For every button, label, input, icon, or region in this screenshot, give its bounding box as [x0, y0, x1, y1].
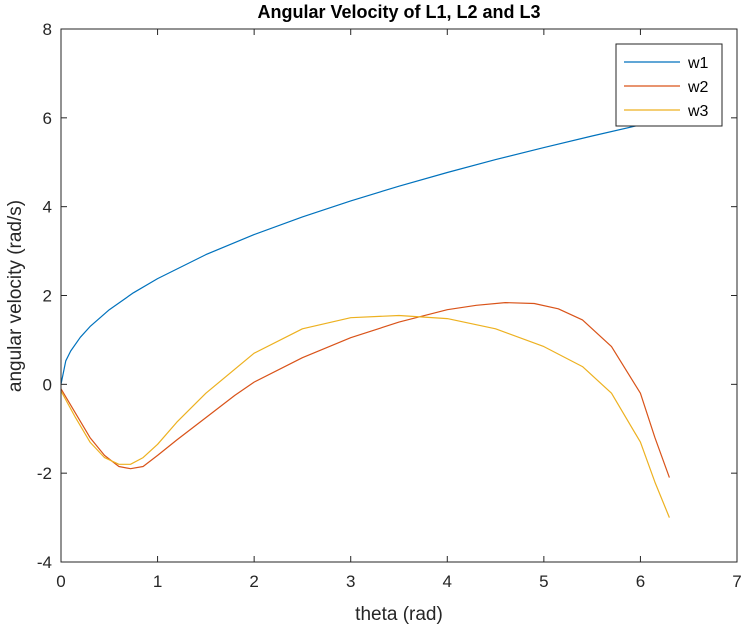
legend: w1 w2 w3 — [615, 43, 723, 127]
x-tick-label: 2 — [249, 572, 258, 591]
series-line-w3 — [60, 314, 670, 518]
y-axis-ticks: -4 -2 0 2 4 6 8 — [37, 20, 737, 572]
y-tick-label: 8 — [43, 20, 52, 39]
y-axis-label: angular velocity (rad/s) — [5, 200, 26, 392]
y-tick-label: 0 — [43, 375, 52, 394]
y-tick-label: 6 — [43, 109, 52, 128]
x-tick-label: 7 — [732, 572, 741, 591]
series-line-w1 — [60, 118, 670, 385]
x-axis-ticks: 0 1 2 3 4 5 6 7 — [56, 29, 742, 591]
series-layer — [60, 118, 670, 518]
x-tick-label: 3 — [346, 572, 355, 591]
y-tick-label: -2 — [37, 464, 52, 483]
y-tick-label: 2 — [43, 287, 52, 306]
x-tick-label: 0 — [56, 572, 65, 591]
legend-label-w2: w2 — [687, 79, 709, 96]
y-tick-label: 4 — [43, 198, 52, 217]
legend-label-w1: w1 — [687, 55, 709, 72]
legend-box — [615, 43, 723, 127]
x-axis-label: theta (rad) — [355, 604, 443, 625]
x-tick-label: 5 — [539, 572, 548, 591]
x-tick-label: 1 — [153, 572, 162, 591]
series-line-w2 — [60, 302, 670, 478]
y-tick-label: -4 — [37, 553, 52, 572]
x-tick-label: 6 — [636, 572, 645, 591]
x-tick-label: 4 — [443, 572, 452, 591]
legend-label-w3: w3 — [687, 103, 709, 120]
chart-title: Angular Velocity of L1, L2 and L3 — [257, 2, 540, 22]
